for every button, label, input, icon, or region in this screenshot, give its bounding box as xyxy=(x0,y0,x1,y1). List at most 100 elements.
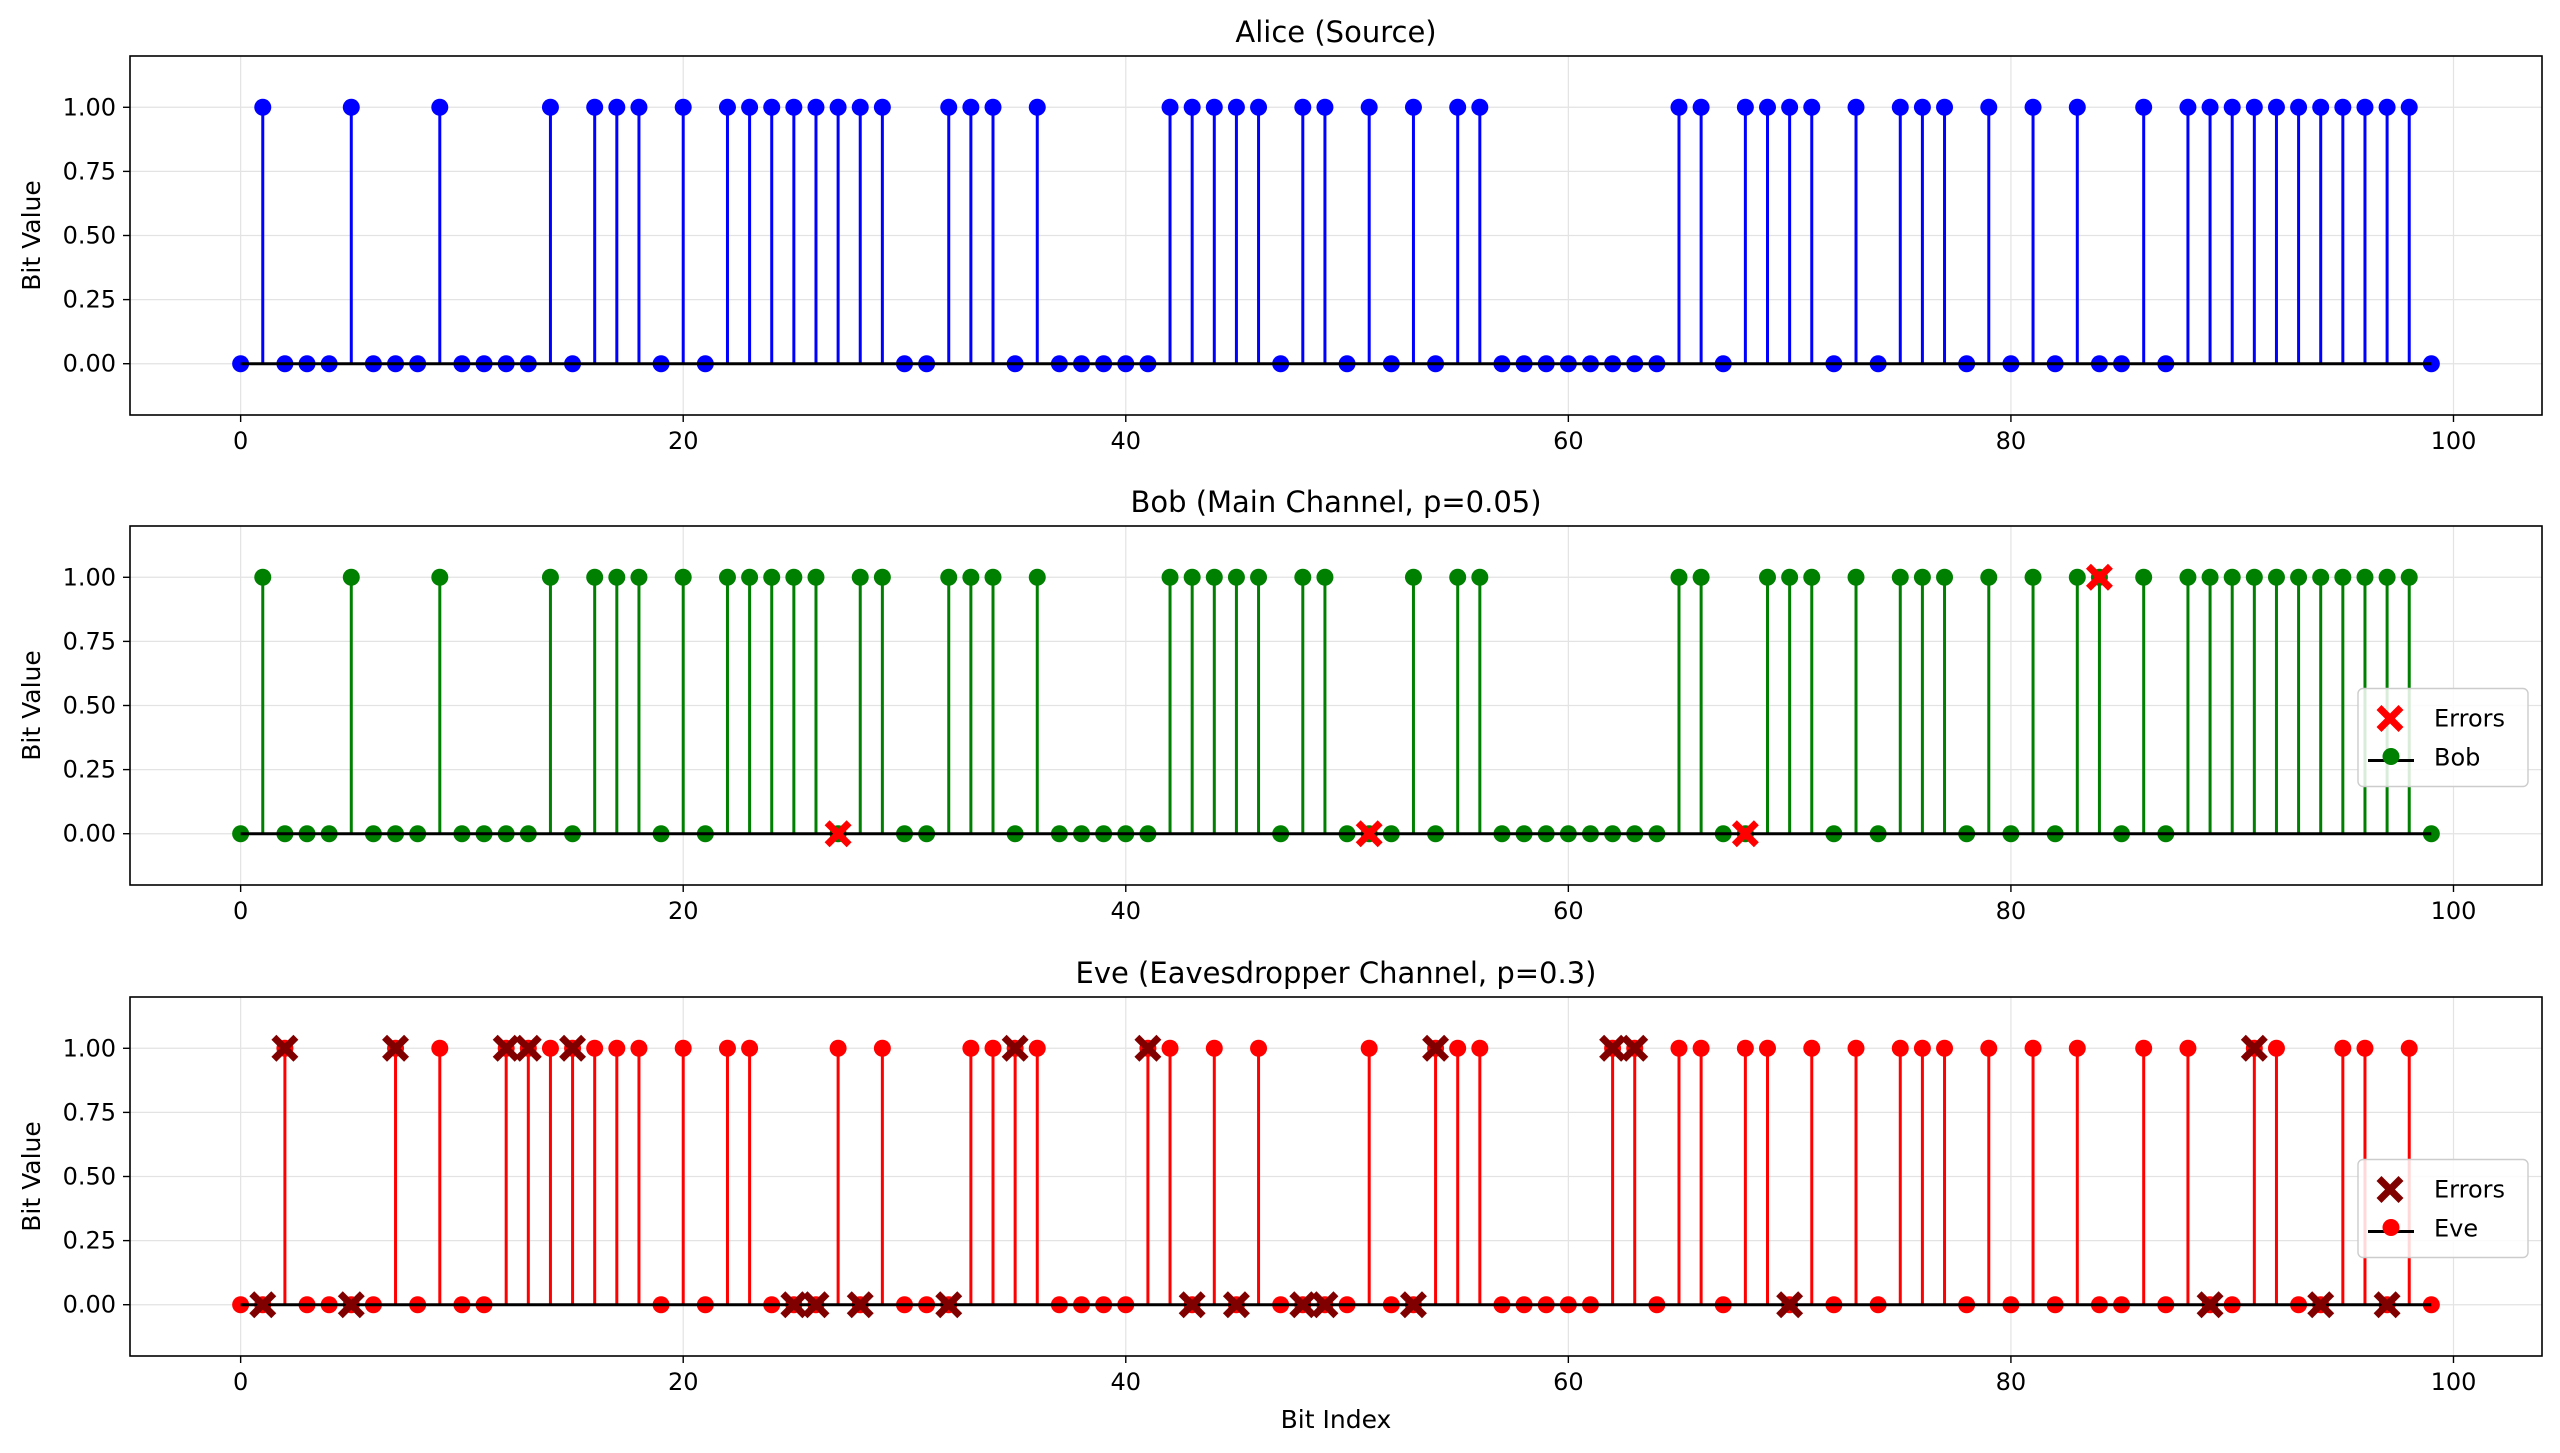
y-tick-label: 0.75 xyxy=(63,627,116,655)
stem-marker xyxy=(1294,98,1312,116)
stem-marker xyxy=(1028,1039,1046,1057)
legend-series-label: Eve xyxy=(2434,1215,2478,1243)
stem-marker xyxy=(873,568,891,586)
stem-marker xyxy=(962,98,980,116)
stem-marker xyxy=(1316,98,1334,116)
legend-series-marker xyxy=(2382,1219,2400,1236)
error-marker xyxy=(2307,1291,2335,1319)
error-marker xyxy=(1399,1291,1427,1319)
stem-marker xyxy=(1183,568,1201,586)
x-tick-label: 100 xyxy=(2431,427,2477,455)
stem-marker xyxy=(2290,568,2308,586)
stem-marker xyxy=(851,568,869,586)
stem-marker xyxy=(1891,568,1909,586)
y-tick-label: 0.50 xyxy=(63,222,116,250)
y-axis-label: Bit Value xyxy=(17,1121,46,1232)
error-marker xyxy=(271,1034,299,1062)
stem-marker xyxy=(541,1039,559,1057)
stem-marker xyxy=(1161,568,1179,586)
stem-marker xyxy=(1980,98,1998,116)
error-marker xyxy=(1289,1291,1317,1319)
stem-marker xyxy=(984,568,1002,586)
stem-marker xyxy=(1404,568,1422,586)
stem-marker xyxy=(608,98,626,116)
stem-marker xyxy=(2135,568,2153,586)
legend-errors-label: Errors xyxy=(2434,705,2505,733)
stem-marker xyxy=(2135,98,2153,116)
stem-marker xyxy=(608,568,626,586)
stem-marker xyxy=(2024,568,2042,586)
stem-marker xyxy=(1360,98,1378,116)
y-tick-label: 1.00 xyxy=(63,1034,116,1062)
stem-marker xyxy=(1449,98,1467,116)
stem-marker xyxy=(1692,98,1710,116)
stem-marker xyxy=(1759,568,1777,586)
stem-marker xyxy=(2135,1039,2153,1057)
x-tick-label: 80 xyxy=(1996,897,2027,925)
stem-marker xyxy=(2356,98,2374,116)
stem-marker xyxy=(254,98,272,116)
stem-marker xyxy=(1449,568,1467,586)
stem-marker xyxy=(674,568,692,586)
legend-errors-icon xyxy=(2376,705,2404,732)
error-marker xyxy=(1001,1034,1029,1062)
chart-panel-2: Bob (Main Channel, p=0.05) 0 20 40 60 80 100 0.… xyxy=(17,485,2543,925)
stem-marker xyxy=(254,568,272,586)
stem-marker xyxy=(873,98,891,116)
stem-marker xyxy=(741,568,759,586)
stem-marker xyxy=(940,568,958,586)
stem-marker xyxy=(608,1039,626,1057)
stem-marker xyxy=(2267,568,2285,586)
stem-marker xyxy=(962,1039,980,1057)
error-marker xyxy=(249,1291,277,1319)
x-tick-label: 20 xyxy=(668,1368,699,1396)
stem-marker xyxy=(1936,1039,1954,1057)
x-tick-label: 0 xyxy=(233,1368,248,1396)
stem-marker xyxy=(807,98,825,116)
stem-marker xyxy=(1803,1039,1821,1057)
error-marker xyxy=(1222,1291,1250,1319)
stem-marker xyxy=(1161,1039,1179,1057)
stem-marker xyxy=(1471,1039,1489,1057)
error-marker xyxy=(1355,820,1383,848)
stem-marker xyxy=(1692,1039,1710,1057)
stem-marker xyxy=(1913,98,1931,116)
stem-marker xyxy=(431,98,449,116)
stem-marker xyxy=(1227,568,1245,586)
stem-marker xyxy=(630,1039,648,1057)
stem-marker xyxy=(1891,98,1909,116)
stem-marker xyxy=(2267,98,2285,116)
chart-title: Bob (Main Channel, p=0.05) xyxy=(1130,485,1541,519)
y-tick-label: 0.50 xyxy=(63,1163,116,1191)
stem-marker xyxy=(718,1039,736,1057)
stem-marker xyxy=(1250,98,1268,116)
stem-marker xyxy=(1205,98,1223,116)
stem-marker xyxy=(2356,568,2374,586)
stem-marker xyxy=(763,568,781,586)
chart-title: Alice (Source) xyxy=(1235,15,1436,49)
stem-marker xyxy=(940,98,958,116)
error-marker xyxy=(559,1034,587,1062)
y-tick-label: 0.00 xyxy=(63,1291,116,1319)
stem-marker xyxy=(2024,98,2042,116)
stem-marker xyxy=(1471,568,1489,586)
stem-marker xyxy=(2024,1039,2042,1057)
x-tick-label: 100 xyxy=(2431,897,2477,925)
stem-marker xyxy=(1670,98,1688,116)
stem-marker xyxy=(431,568,449,586)
stem-marker xyxy=(873,1039,891,1057)
x-tick-label: 20 xyxy=(668,427,699,455)
legend-box xyxy=(2357,687,2529,788)
error-marker xyxy=(824,820,852,848)
stem-marker xyxy=(1205,568,1223,586)
stem-marker xyxy=(718,98,736,116)
stem-marker xyxy=(1847,568,1865,586)
stem-marker xyxy=(807,568,825,586)
stem-marker xyxy=(1847,98,1865,116)
error-marker xyxy=(514,1034,542,1062)
axes-frame xyxy=(129,525,2543,886)
x-tick-label: 100 xyxy=(2431,1368,2477,1396)
legend-series-marker xyxy=(2382,748,2400,765)
stem-marker xyxy=(1161,98,1179,116)
